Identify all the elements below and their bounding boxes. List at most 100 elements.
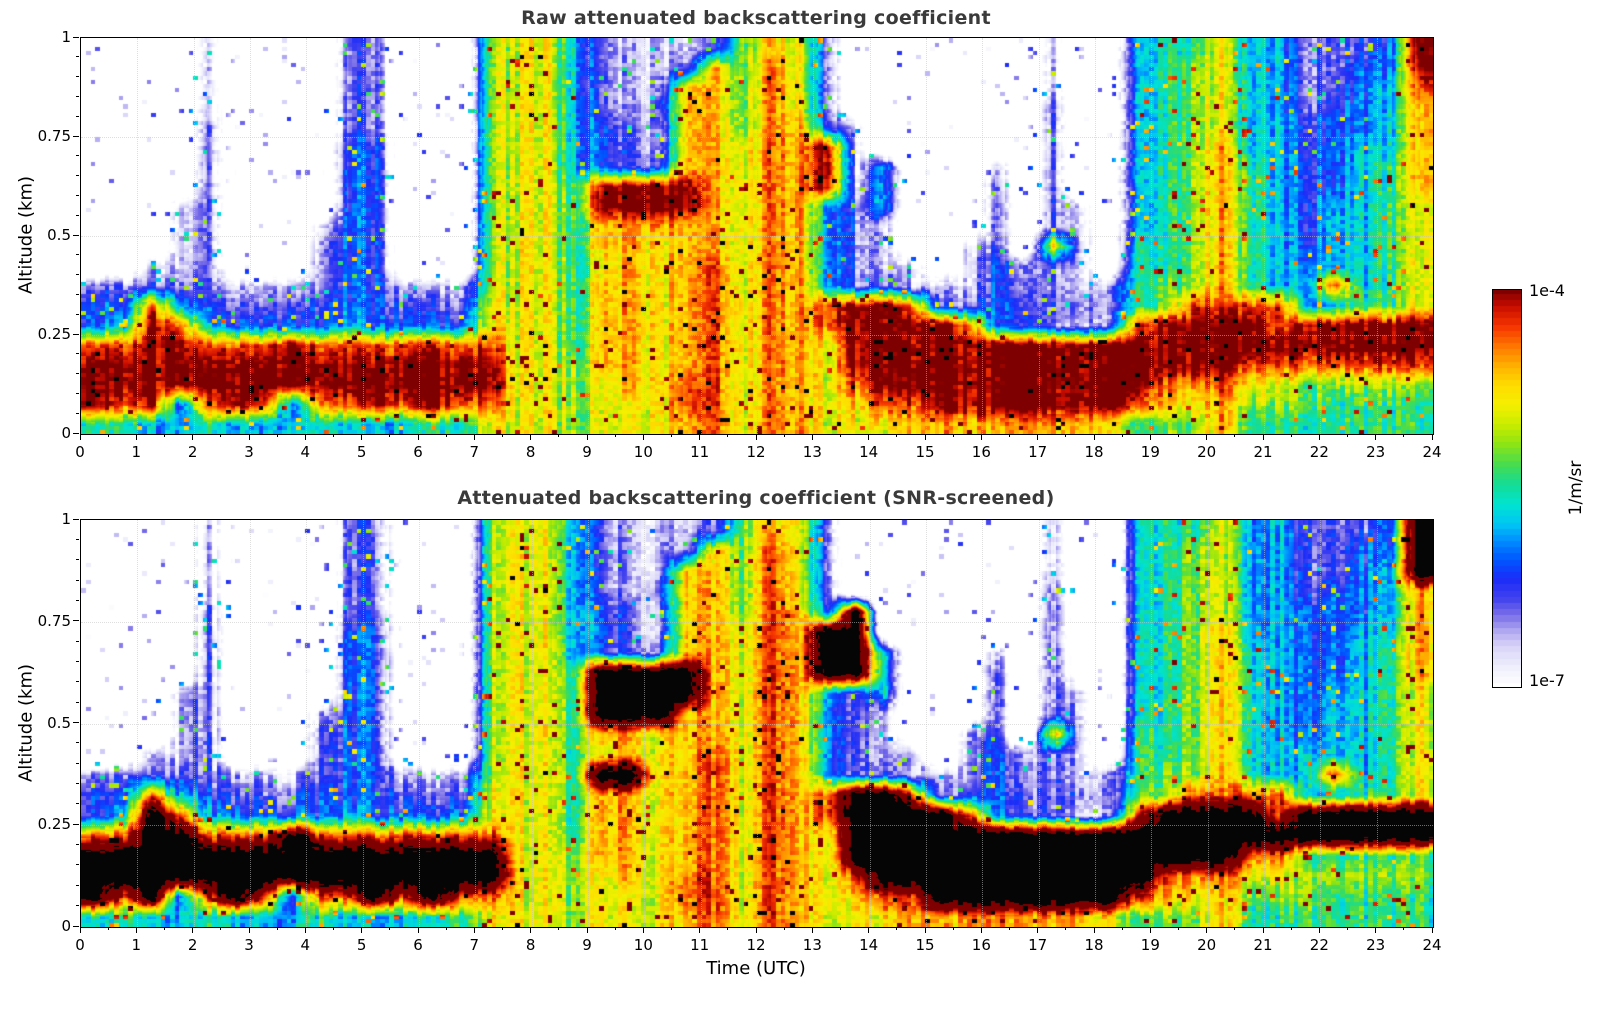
y-tick-label: 0.25 <box>37 325 71 343</box>
x-tick <box>530 927 532 933</box>
screened-plot-area <box>80 519 1434 928</box>
x-tick-label: 24 <box>1422 443 1442 461</box>
x-tick <box>1262 927 1264 933</box>
colorbar-min-label: 1e-7 <box>1529 671 1565 690</box>
x-tick-label: 2 <box>187 443 198 461</box>
x-minor-tick <box>1178 434 1179 437</box>
x-tick-label: 22 <box>1309 936 1329 954</box>
y-tick-label: 0.75 <box>37 611 71 630</box>
x-minor-tick <box>1347 434 1348 437</box>
x-tick <box>417 927 419 933</box>
x-tick <box>192 434 194 440</box>
x-tick <box>1262 434 1264 440</box>
x-tick-label: 6 <box>413 443 423 461</box>
y-tick <box>73 722 79 723</box>
x-tick <box>192 927 194 933</box>
x-minor-tick <box>502 927 503 930</box>
y-tick-label: 0.5 <box>47 226 71 244</box>
x-tick-label: 5 <box>356 936 367 954</box>
x-tick-label: 23 <box>1366 936 1386 954</box>
x-minor-tick <box>333 927 334 930</box>
y-minor-tick <box>76 742 79 744</box>
x-tick <box>699 927 701 933</box>
x-tick-label: 5 <box>356 443 367 461</box>
x-tick <box>79 434 81 440</box>
x-tick <box>586 927 588 933</box>
x-minor-tick <box>220 434 222 437</box>
y-minor-tick <box>76 762 79 764</box>
x-minor-tick <box>558 434 560 437</box>
x-tick <box>1318 434 1320 440</box>
x-tick-label: 16 <box>971 443 991 461</box>
y-tick-label: 0 <box>61 424 71 442</box>
x-tick-label: 14 <box>859 443 879 461</box>
y-minor-tick <box>76 412 79 414</box>
y-minor-tick <box>76 681 79 683</box>
x-minor-tick <box>727 434 729 437</box>
y-minor-tick <box>76 392 79 394</box>
y-minor-tick <box>76 660 79 662</box>
y-tick <box>73 432 79 434</box>
x-minor-tick <box>1234 434 1236 437</box>
y-minor-tick <box>76 313 79 315</box>
x-minor-tick <box>389 927 391 930</box>
x-minor-tick <box>840 434 841 437</box>
x-tick <box>361 927 363 933</box>
y-minor-tick <box>76 864 79 866</box>
x-tick <box>642 927 644 933</box>
y-minor-tick <box>76 701 79 703</box>
x-minor-tick <box>164 434 165 437</box>
y-minor-tick <box>76 115 79 117</box>
y-tick-label: 0.5 <box>47 713 71 732</box>
x-minor-tick <box>840 927 841 930</box>
x-tick-label: 7 <box>469 936 480 954</box>
y-tick-label: 1 <box>61 510 71 528</box>
x-tick <box>755 434 757 440</box>
x-minor-tick <box>614 434 616 437</box>
x-tick <box>1206 434 1208 440</box>
x-tick-label: 2 <box>187 936 198 954</box>
x-tick <box>473 927 475 933</box>
y-minor-tick <box>76 640 79 642</box>
y-minor-tick <box>76 254 79 256</box>
x-tick-label: 10 <box>633 443 653 461</box>
x-minor-tick <box>558 927 560 930</box>
x-minor-tick <box>614 927 616 930</box>
x-minor-tick <box>1234 927 1236 930</box>
x-tick <box>868 927 870 933</box>
y-tick <box>73 518 79 520</box>
x-tick-label: 12 <box>746 936 766 954</box>
raw-panel-title: Raw attenuated backscattering coefficien… <box>521 7 991 29</box>
y-minor-tick <box>76 56 79 58</box>
x-tick <box>79 927 81 933</box>
y-minor-tick <box>76 803 79 805</box>
y-tick <box>73 135 79 137</box>
x-tick <box>1037 434 1039 440</box>
y-tick <box>73 36 79 38</box>
x-tick-label: 20 <box>1197 443 1217 461</box>
x-tick-label: 22 <box>1309 443 1329 461</box>
x-tick-label: 19 <box>1140 936 1160 954</box>
y-minor-tick <box>76 175 79 177</box>
x-tick <box>1431 927 1433 933</box>
y-minor-tick <box>76 373 79 375</box>
x-minor-tick <box>896 927 898 930</box>
x-minor-tick <box>1121 434 1123 437</box>
y-tick <box>73 925 79 927</box>
x-tick-label: 13 <box>802 936 822 954</box>
x-tick-label: 18 <box>1084 936 1104 954</box>
x-tick <box>473 434 475 440</box>
x-tick <box>755 927 757 933</box>
y-tick-label: 0.75 <box>37 127 71 145</box>
x-tick-label: 18 <box>1084 443 1104 461</box>
x-tick-label: 3 <box>244 443 254 461</box>
x-minor-tick <box>1178 927 1179 930</box>
y-minor-tick <box>76 293 79 295</box>
x-tick-label: 16 <box>971 936 991 954</box>
x-tick <box>924 927 926 933</box>
y-minor-tick <box>76 353 79 355</box>
x-minor-tick <box>727 927 729 930</box>
x-minor-tick <box>1347 927 1348 930</box>
x-tick <box>1149 434 1151 440</box>
